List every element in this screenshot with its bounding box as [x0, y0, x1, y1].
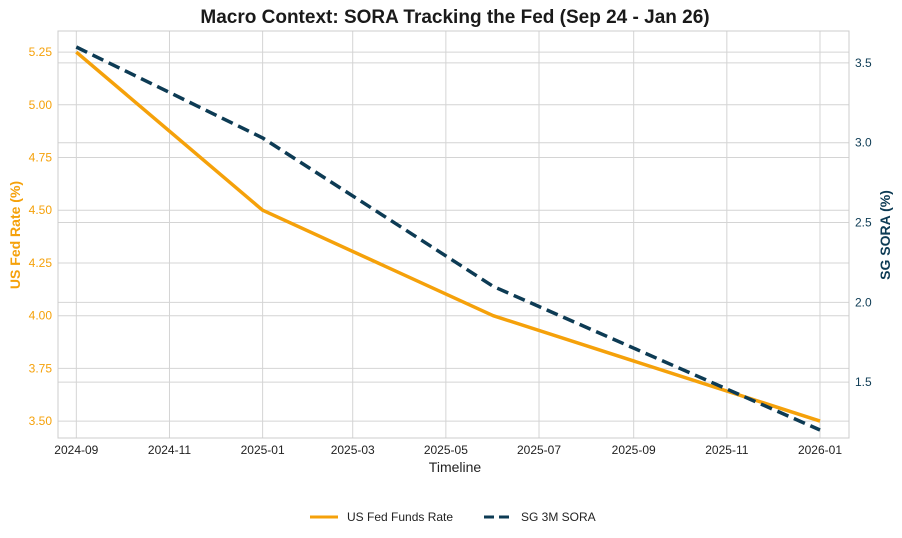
x-tick-label: 2025-03 [331, 443, 375, 457]
right-tick-label: 3.0 [855, 136, 872, 150]
x-tick-label: 2026-01 [798, 443, 842, 457]
series-line-sg-3m-sora [75, 45, 821, 432]
right-tick-label: 3.5 [855, 56, 872, 70]
left-axis-ticks: 3.50 3.75 4.00 4.25 4.50 4.75 5.00 5.25 [29, 45, 53, 428]
right-tick-label: 2.5 [855, 216, 872, 230]
series-layer [75, 45, 821, 432]
x-axis-ticks: 2024-09 2024-11 2025-01 2025-03 2025-05 2025-… [54, 443, 842, 457]
right-tick-label: 1.5 [855, 375, 872, 389]
left-tick-label: 3.50 [29, 414, 53, 428]
chart-title: Macro Context: SORA Tracking the Fed (Se… [200, 7, 709, 28]
left-tick-label: 4.00 [29, 309, 53, 323]
plot-frame [57, 30, 850, 439]
legend: US Fed Funds Rate SG 3M SORA [310, 510, 596, 524]
left-tick-label: 5.25 [29, 45, 53, 59]
legend-label-fed: US Fed Funds Rate [347, 510, 453, 524]
left-tick-label: 4.25 [29, 256, 53, 270]
left-tick-label: 3.75 [29, 361, 53, 375]
grid [58, 31, 849, 438]
left-axis-label: US Fed Rate (%) [7, 181, 23, 289]
x-tick-label: 2025-09 [612, 443, 656, 457]
x-tick-label: 2024-11 [148, 443, 191, 457]
series-line-us-fed-funds-rate [75, 50, 821, 423]
right-axis-label: SG SORA (%) [877, 190, 893, 280]
right-axis-ticks: 1.5 2.0 2.5 3.0 3.5 [855, 56, 872, 389]
x-tick-label: 2025-11 [705, 443, 748, 457]
legend-label-sora: SG 3M SORA [521, 510, 596, 524]
left-tick-label: 4.50 [29, 203, 53, 217]
x-tick-label: 2025-01 [241, 443, 285, 457]
left-tick-label: 4.75 [29, 151, 53, 165]
left-tick-label: 5.00 [29, 98, 53, 112]
x-axis-label: Timeline [429, 459, 482, 475]
x-tick-label: 2025-05 [424, 443, 468, 457]
right-tick-label: 2.0 [855, 295, 872, 309]
x-tick-label: 2024-09 [54, 443, 98, 457]
x-tick-label: 2025-07 [517, 443, 561, 457]
